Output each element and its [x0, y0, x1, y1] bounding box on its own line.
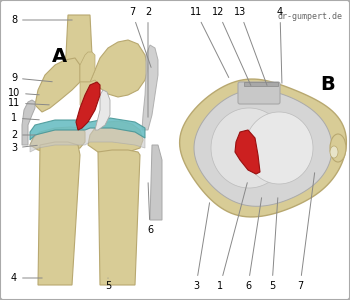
Polygon shape	[211, 108, 287, 188]
Text: 2: 2	[145, 7, 151, 117]
Text: 1: 1	[217, 183, 247, 291]
Polygon shape	[35, 58, 80, 112]
Polygon shape	[88, 121, 143, 154]
Text: 6: 6	[245, 198, 261, 291]
Text: 12: 12	[212, 7, 251, 85]
Polygon shape	[38, 142, 80, 285]
Polygon shape	[30, 128, 145, 152]
Text: 4: 4	[11, 273, 42, 283]
Polygon shape	[80, 52, 95, 82]
Text: 3: 3	[11, 143, 37, 153]
Text: 13: 13	[234, 7, 267, 85]
Polygon shape	[64, 15, 92, 82]
Text: 6: 6	[147, 183, 153, 235]
Polygon shape	[80, 80, 100, 108]
Text: B: B	[320, 75, 335, 94]
Text: 10: 10	[8, 88, 39, 98]
Text: 4: 4	[277, 7, 283, 83]
Text: A: A	[52, 47, 67, 66]
Polygon shape	[76, 82, 100, 130]
Text: 7: 7	[297, 173, 315, 291]
Polygon shape	[90, 40, 148, 97]
Polygon shape	[180, 79, 346, 217]
Text: 11: 11	[190, 7, 229, 77]
Ellipse shape	[330, 134, 346, 162]
Text: 7: 7	[129, 7, 151, 68]
Polygon shape	[95, 90, 110, 130]
Polygon shape	[30, 127, 85, 153]
Ellipse shape	[330, 146, 338, 158]
Text: 2: 2	[11, 130, 35, 140]
Text: dr-gumpert.de: dr-gumpert.de	[277, 12, 342, 21]
Text: 5: 5	[269, 198, 278, 291]
Text: 5: 5	[105, 278, 111, 291]
Text: 1: 1	[11, 113, 39, 123]
Polygon shape	[235, 130, 260, 174]
Text: 11: 11	[8, 98, 49, 108]
Polygon shape	[30, 118, 145, 140]
Text: 3: 3	[193, 203, 210, 291]
Polygon shape	[150, 145, 162, 220]
Polygon shape	[245, 112, 313, 184]
Text: 9: 9	[11, 73, 52, 83]
Polygon shape	[22, 100, 35, 145]
Polygon shape	[98, 150, 140, 285]
Polygon shape	[142, 45, 158, 130]
Polygon shape	[244, 82, 278, 86]
Text: 8: 8	[11, 15, 72, 25]
FancyBboxPatch shape	[238, 82, 280, 104]
Polygon shape	[194, 90, 332, 206]
